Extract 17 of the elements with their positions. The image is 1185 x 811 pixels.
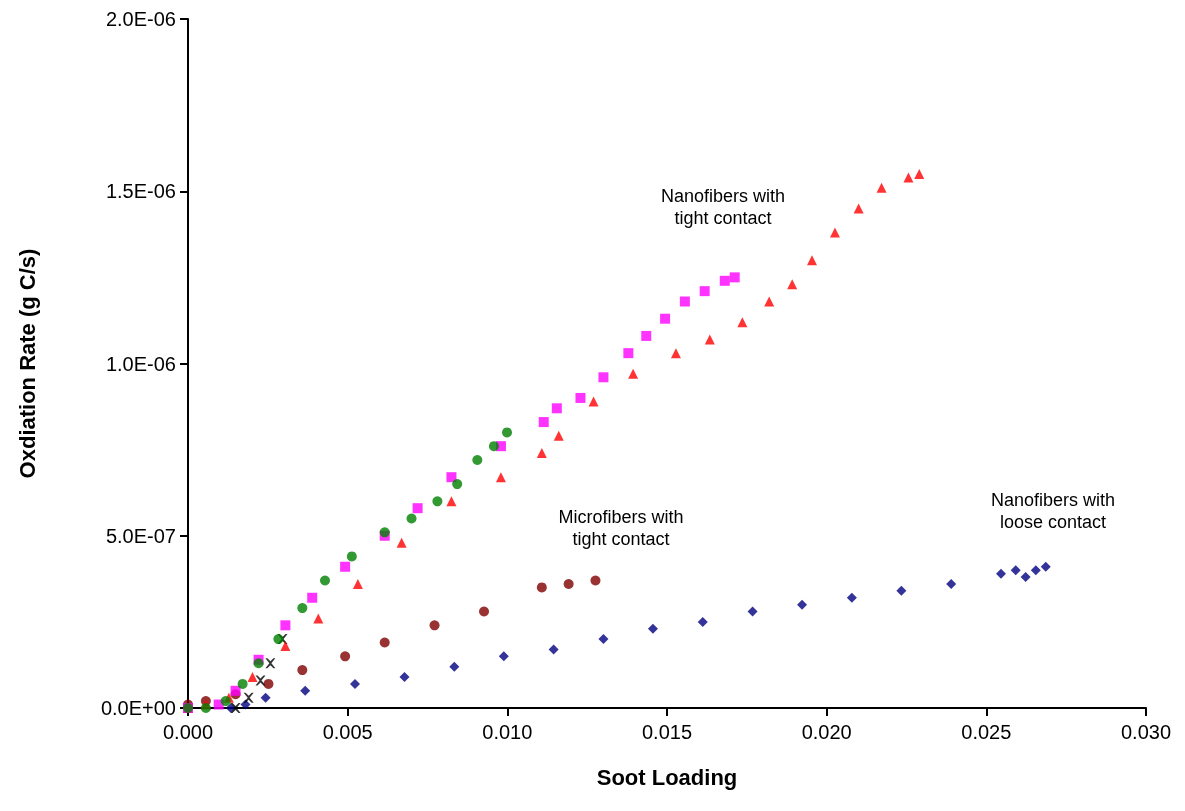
x-tick-label: 0.015: [641, 721, 693, 743]
x-tick-label: 0.010: [482, 721, 533, 743]
y-tick-label: 1.5E-06: [105, 180, 176, 203]
y-tick-label: 1.0E-06: [105, 352, 176, 375]
y-tick-label: 0.0E+00: [100, 697, 176, 719]
x-tick-label: 0.020: [801, 721, 852, 743]
x-axis-title: Soot Loading: [596, 764, 738, 790]
x-tick-label: 0.005: [322, 721, 373, 743]
x-tick-label: 0.000: [162, 721, 214, 743]
y-tick-label: 2.0E-06: [105, 8, 176, 30]
annotation: Nanofibers with tight contact: [660, 186, 786, 228]
annotation: Nanofibers with loose contact: [990, 490, 1116, 532]
annotation: Microfibers with tight contact: [558, 507, 684, 549]
x-tick-label: 0.025: [961, 721, 1012, 743]
y-tick-label: 5.0E-07: [105, 524, 176, 547]
y-axis-title: Oxdiation Rate (g C/s): [14, 248, 40, 479]
x-tick-label: 0.030: [1120, 721, 1172, 743]
